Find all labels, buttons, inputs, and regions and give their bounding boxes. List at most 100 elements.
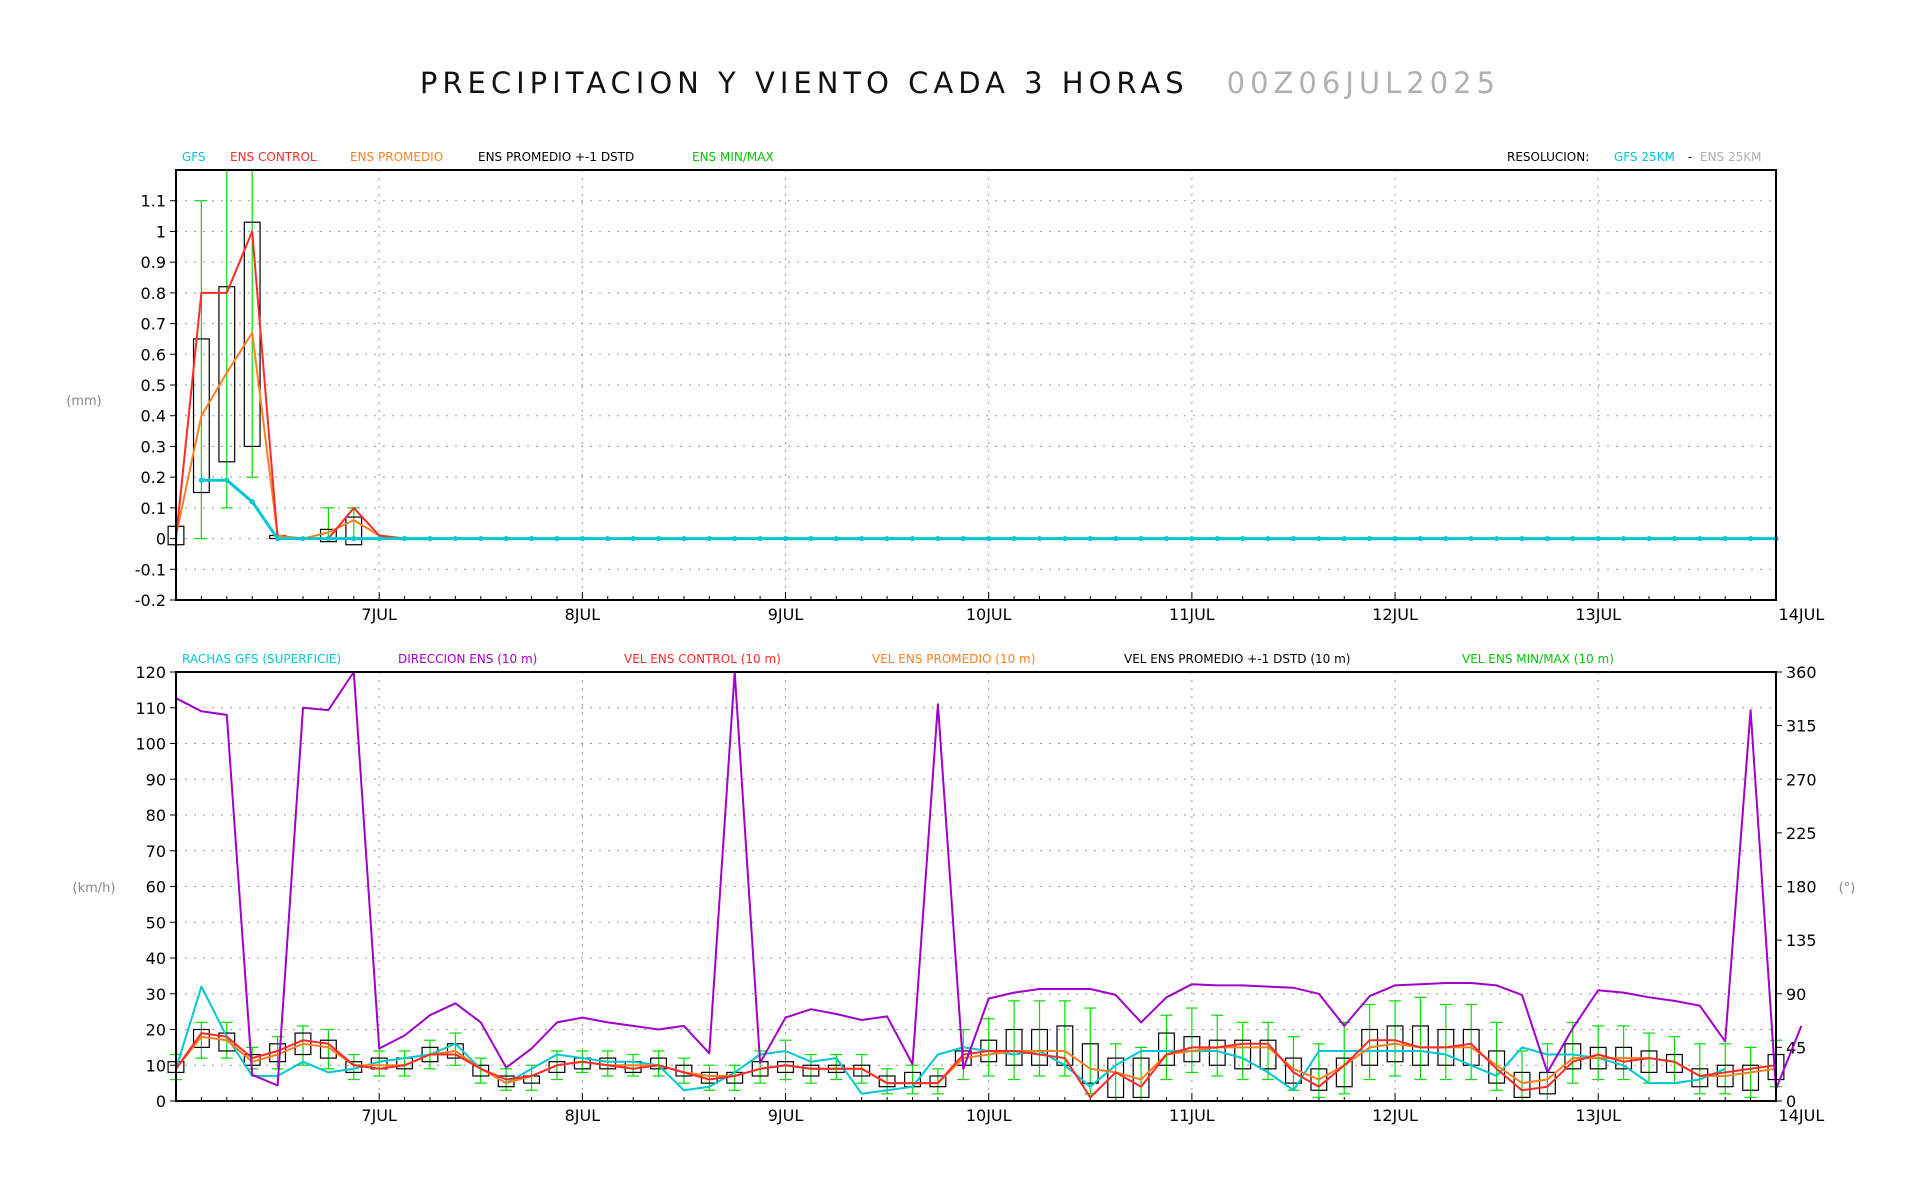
legend-resolution-label: RESOLUCION: xyxy=(1507,150,1589,164)
precip-gfs-point xyxy=(1621,535,1627,542)
wind-plot-frame xyxy=(175,671,1777,1102)
precip-gfs-point xyxy=(1671,535,1678,542)
y-tick-label: 10 xyxy=(146,1056,166,1075)
y2-tick-label: 360 xyxy=(1786,663,1817,682)
y2-tick-label: 135 xyxy=(1786,931,1817,950)
precip-gfs-point xyxy=(1214,535,1220,542)
top-legend: GFS ENS CONTROL ENS PROMEDIO ENS PROMEDI… xyxy=(182,150,1761,164)
precip-gfs-point xyxy=(986,535,992,542)
y-tick-label: 50 xyxy=(146,913,166,932)
x-tick-label: 14JUL xyxy=(1779,1106,1825,1125)
y-tick-label: 120 xyxy=(135,663,166,682)
precip-gfs-point xyxy=(452,535,458,542)
precip-gfs-point xyxy=(198,477,204,483)
y2-tick-label: 225 xyxy=(1786,824,1817,843)
precip-gfs-point xyxy=(935,535,941,542)
x-tick-label: 13JUL xyxy=(1575,1106,1621,1125)
legend-resolution-gfs: GFS 25KM xyxy=(1614,150,1675,164)
x-tick-label: 12JUL xyxy=(1372,1106,1418,1125)
precip-gfs-point xyxy=(478,535,484,542)
y-tick-label: 0.5 xyxy=(141,376,166,395)
precip-gfs-point xyxy=(1341,535,1347,542)
precip-gfs-point xyxy=(1417,535,1424,542)
title-date: 00Z06JUL2025 xyxy=(1226,66,1501,100)
precip-gfs-point xyxy=(249,499,255,505)
x-tick-label: 12JUL xyxy=(1372,605,1418,624)
precip-gfs-point xyxy=(1113,535,1119,542)
legend-resolution-sep: - xyxy=(1688,150,1692,164)
legend-direccion: DIRECCION ENS (10 m) xyxy=(398,652,537,666)
precip-gfs-point xyxy=(1722,535,1728,542)
wind-std-box xyxy=(1640,1050,1658,1073)
x-tick-label: 8JUL xyxy=(565,1106,601,1125)
wind-std-box xyxy=(1386,1025,1404,1063)
precip-gfs-point xyxy=(554,535,560,542)
y-tick-label: 0.7 xyxy=(141,315,166,334)
precip-gfs-point xyxy=(1595,535,1601,542)
legend-vel-promedio: VEL ENS PROMEDIO (10 m) xyxy=(872,652,1035,666)
precip-gfs-point xyxy=(528,535,535,542)
wind-y-axis-label: (km/h) xyxy=(73,881,116,896)
x-tick-label: 14JUL xyxy=(1779,605,1825,624)
precip-gfs-point xyxy=(1544,535,1551,542)
precip-gfs-point xyxy=(579,535,585,542)
precip-gfs-point xyxy=(224,477,230,483)
wind-rachas-line xyxy=(175,985,1726,1095)
wind-std-box xyxy=(1665,1053,1683,1074)
chart-title: PRECIPITACION Y VIENTO CADA 3 HORAS 00Z06… xyxy=(0,66,1920,100)
y-tick-label: 1.1 xyxy=(141,192,166,211)
title-text: PRECIPITACION Y VIENTO CADA 3 HORAS xyxy=(419,66,1189,100)
x-tick-label: 13JUL xyxy=(1575,605,1621,624)
y-tick-label: -0.2 xyxy=(135,591,166,610)
y-tick-label: 0.2 xyxy=(141,468,166,487)
precip-gfs-point xyxy=(427,535,433,542)
wind-std-box xyxy=(218,1032,236,1052)
wind-panel: 0 10 20 30 40 50 60 70 80 90 100 110 120 7JUL 8JUL 9JUL… xyxy=(135,663,1824,1125)
y-tick-label: 80 xyxy=(146,806,166,825)
wind-std-box xyxy=(1158,1032,1175,1066)
precip-std-box xyxy=(345,516,363,546)
y-tick-label: 0.9 xyxy=(141,253,166,272)
y-tick-label: 20 xyxy=(146,1021,166,1040)
y-tick-label: 0.8 xyxy=(141,284,166,303)
x-tick-label: 11JUL xyxy=(1169,1106,1215,1125)
precip-gfs-point xyxy=(1138,535,1144,542)
legend-resolution-ens: ENS 25KM xyxy=(1700,150,1761,164)
precip-gfs-line xyxy=(201,478,1776,541)
y-tick-label: 0.3 xyxy=(141,437,166,456)
y-tick-label: 110 xyxy=(135,699,166,718)
precip-gfs-point xyxy=(274,535,281,542)
y-tick-label: 60 xyxy=(146,878,166,897)
precip-std-box xyxy=(319,528,337,543)
precip-std-box xyxy=(218,286,236,463)
precip-gfs-point xyxy=(732,535,738,542)
y2-tick-label: 0 xyxy=(1786,1092,1796,1111)
y-tick-label: 0 xyxy=(156,1092,166,1111)
legend-vel-control: VEL ENS CONTROL (10 m) xyxy=(624,652,781,666)
precip-gfs-point xyxy=(1265,535,1271,542)
y-tick-label: 0.6 xyxy=(141,345,166,364)
precip-gfs-point xyxy=(1443,535,1449,542)
precip-gfs-point xyxy=(1494,535,1500,542)
precip-gfs-point xyxy=(401,535,408,542)
legend-rachas: RACHAS GFS (SUPERFICIE) xyxy=(182,652,341,666)
bottom-legend: RACHAS GFS (SUPERFICIE) DIRECCION ENS (1… xyxy=(182,652,1614,666)
precip-gfs-point xyxy=(1392,535,1398,542)
y-tick-label: 0.1 xyxy=(141,499,166,518)
precipitation-panel: -0.2 -0.1 0 0.1 0.2 0.3 0.4 0.5 0.6 0.7 0.8 0.9 1 1.1… xyxy=(135,169,1825,624)
precip-gfs-point xyxy=(503,535,509,542)
y-tick-label: 1 xyxy=(156,222,166,241)
precip-gfs-point xyxy=(706,535,712,542)
precip-gfs-point xyxy=(1036,535,1043,542)
precip-control-line xyxy=(175,230,405,540)
legend-ens-std: ENS PROMEDIO +-1 DSTD xyxy=(478,150,634,164)
x-tick-label: 8JUL xyxy=(565,605,601,624)
y-tick-label: 40 xyxy=(146,949,166,968)
legend-vel-std: VEL ENS PROMEDIO +-1 DSTD (10 m) xyxy=(1124,652,1351,666)
precip-gfs-point xyxy=(1646,535,1652,542)
y2-tick-label: 315 xyxy=(1786,717,1817,736)
wind-std-box xyxy=(548,1061,566,1074)
x-tick-label: 7JUL xyxy=(361,605,397,624)
precip-gfs-point xyxy=(782,535,789,542)
